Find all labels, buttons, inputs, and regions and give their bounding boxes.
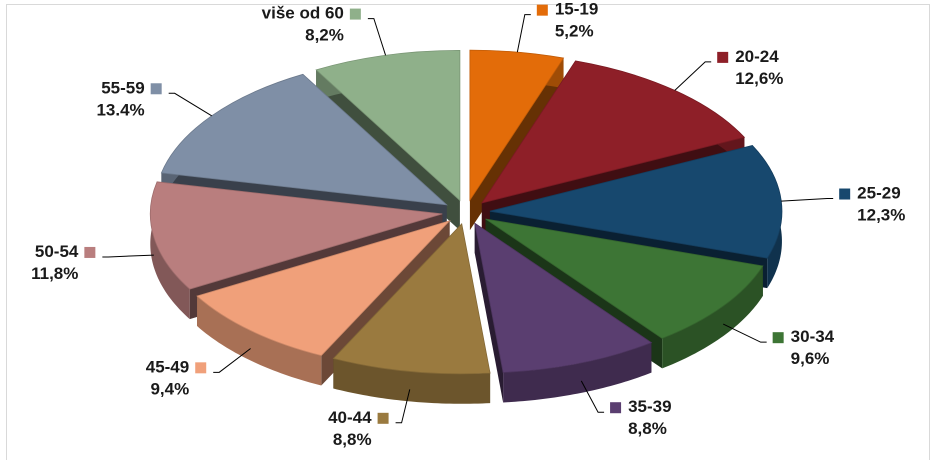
value-label: 5,2%	[555, 22, 594, 41]
legend-swatch	[84, 246, 96, 258]
value-label: 11,8%	[31, 264, 78, 283]
slice-outer-wall	[662, 265, 763, 369]
category-label: 15-19	[555, 0, 598, 19]
pie-slice-45-49	[196, 219, 451, 356]
legend-swatch	[195, 362, 207, 374]
category-label: 25-29	[857, 184, 900, 203]
leader-line	[516, 14, 531, 53]
value-label: 12,6%	[735, 69, 783, 88]
legend-swatch	[536, 4, 548, 16]
legend-swatch	[349, 8, 361, 20]
category-label: 55-59	[101, 78, 144, 97]
pie-slice-35-39	[474, 222, 653, 373]
value-label: 9,4%	[150, 379, 189, 398]
value-label: 8,8%	[628, 419, 667, 438]
slice-side-face	[474, 223, 504, 403]
category-label: 40-44	[328, 408, 372, 427]
legend-swatch	[717, 51, 729, 63]
value-label: 8,2%	[305, 26, 344, 45]
slice-outer-wall	[503, 342, 652, 403]
pie-slice-30-34	[485, 218, 764, 339]
pie-slice-20-24	[480, 60, 746, 204]
category-label: 35-39	[628, 397, 671, 416]
chart-frame	[6, 4, 930, 460]
leader-line	[781, 198, 834, 202]
legend-swatch	[839, 188, 851, 200]
pie-slices	[149, 49, 783, 375]
category-label: 50-54	[35, 242, 79, 261]
pie-slice-40-44	[332, 222, 491, 375]
leader-line	[168, 92, 212, 117]
leader-line	[395, 389, 411, 424]
pie-slice-50-54	[149, 181, 443, 290]
leader-line	[580, 380, 605, 413]
legend-swatch	[772, 332, 784, 344]
slice-outer-wall	[197, 296, 322, 386]
slice-outer-wall	[333, 358, 491, 404]
leader-line	[674, 61, 712, 91]
category-label: 30-34	[791, 327, 835, 346]
legend-swatch	[610, 402, 622, 414]
leader-line	[722, 323, 767, 343]
leader-line	[102, 254, 154, 258]
pie-slice-15-19	[469, 49, 565, 202]
value-label: 8,8%	[333, 430, 372, 449]
value-label: 9,6%	[791, 349, 830, 368]
category-label: 20-24	[735, 47, 779, 66]
category-label: 45-49	[146, 357, 189, 376]
category-label: više od 60	[262, 4, 344, 23]
leader-line	[213, 348, 251, 373]
leader-line	[367, 18, 387, 56]
slice-outer-wall	[150, 181, 190, 320]
value-label: 12,3%	[857, 206, 905, 225]
value-label: 13.4%	[96, 100, 144, 119]
pie-labels: 15-19 5,2% 20-24 12,6% 25-29 12,3% 30-34 9,6% 35…	[31, 0, 905, 449]
legend-swatch	[377, 412, 389, 424]
pie-slice-više-od-60	[315, 49, 461, 202]
legend-swatch	[150, 83, 162, 95]
